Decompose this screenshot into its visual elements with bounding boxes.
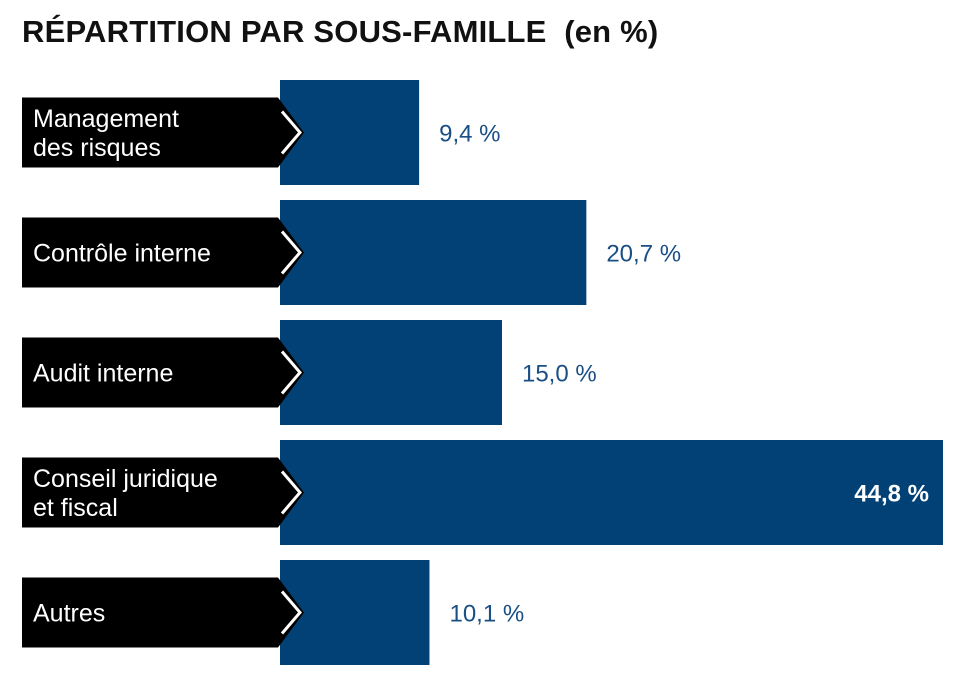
category-label: Conseil juridique [33, 465, 218, 493]
category-label: Autres [33, 600, 105, 628]
category-label: et fiscal [33, 494, 118, 522]
chart-title: RÉPARTITION PAR SOUS-FAMILLE (en %) [22, 14, 659, 49]
chevron-icon [280, 590, 302, 635]
category-label: Contrôle interne [33, 240, 211, 268]
bar [280, 200, 587, 305]
category-label-box [22, 577, 304, 648]
value-label: 44,8 % [854, 481, 929, 508]
value-label: 15,0 % [522, 361, 597, 388]
category-label: Management [33, 105, 179, 133]
category-label-box [22, 217, 304, 288]
bar [280, 320, 502, 425]
bar [280, 440, 943, 545]
value-label: 10,1 % [449, 601, 524, 628]
value-label: 9,4 % [439, 121, 500, 148]
category-label: des risques [33, 134, 161, 162]
category-label-box [22, 457, 304, 528]
category-label-box [22, 97, 304, 168]
value-label: 20,7 % [606, 241, 681, 268]
chevron-icon [280, 110, 302, 155]
chevron-icon [280, 470, 302, 515]
category-label: Audit interne [33, 360, 173, 388]
bar [280, 560, 430, 665]
chevron-icon [280, 230, 302, 275]
chevron-icon [280, 350, 302, 395]
category-label-box [22, 337, 304, 408]
